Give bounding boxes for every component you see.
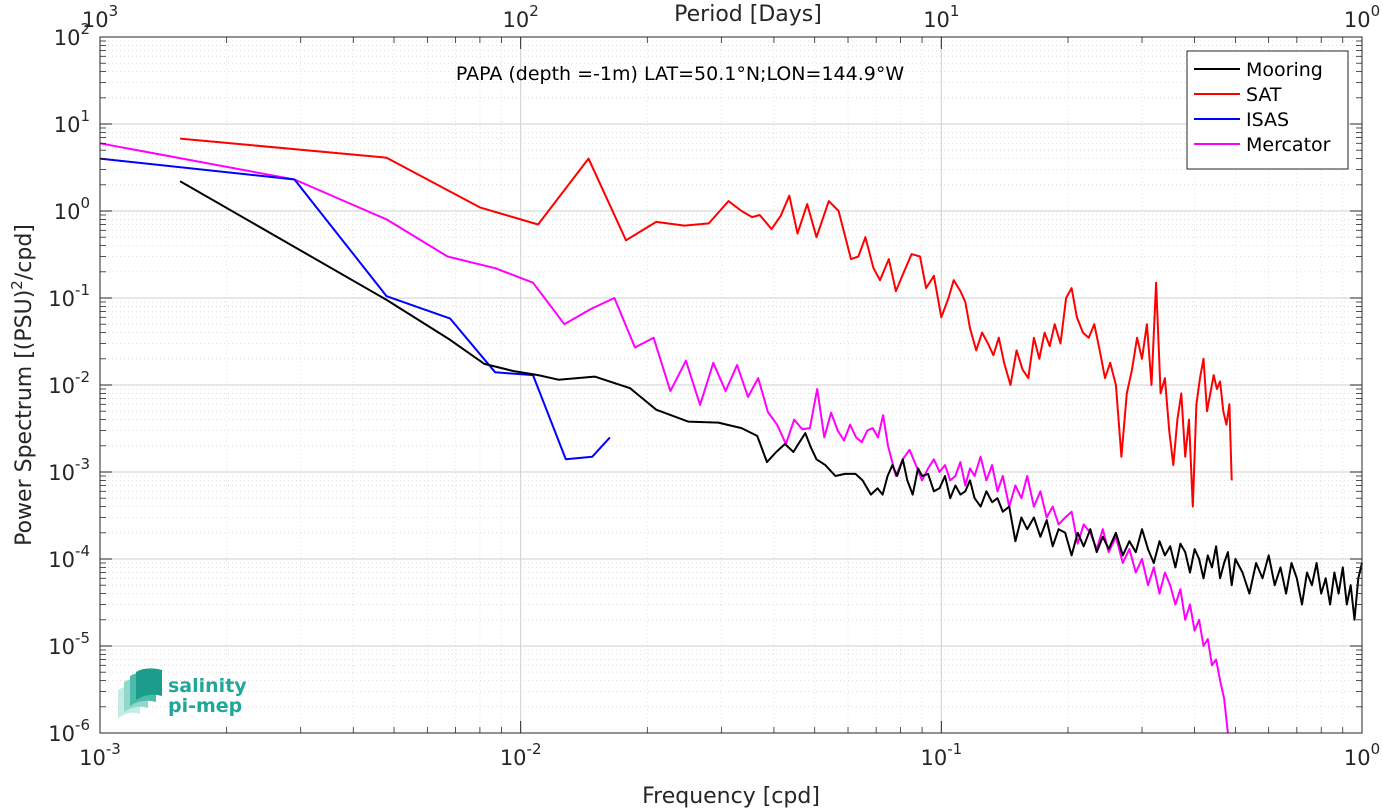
y-tick-exp: -5 [75, 629, 90, 647]
y-axis-label-tail: /cpd] [12, 224, 37, 280]
x-tick-labels: 10-3 10-2 10-1 100 [79, 740, 1380, 770]
x-tick-exp: -1 [947, 740, 962, 758]
y-tick-exp: 0 [80, 194, 90, 212]
series-lines [99, 137, 1363, 734]
salinity-pi-mep-logo: salinity pi-mep [118, 668, 247, 718]
wave-logo-icon [118, 668, 162, 718]
top-tick-exp: 2 [529, 2, 539, 20]
chart-annotation: PAPA (depth =-1m) LAT=50.1°N;LON=144.9°W [456, 63, 904, 85]
top-tick-base: 10 [503, 8, 530, 32]
top-tick-label: 102 [503, 2, 539, 32]
top-tick-label: 100 [1344, 2, 1380, 32]
y-tick-label: 101 [54, 107, 90, 137]
y-tick-label: 10-4 [48, 542, 90, 572]
legend-label-isas: ISAS [1246, 109, 1289, 131]
y-tick-label: 10-3 [48, 455, 90, 485]
top-tick-base: 10 [923, 8, 950, 32]
top-tick-label: 101 [923, 2, 959, 32]
x-tick-label: 100 [1344, 740, 1380, 770]
y-tick-exp: -3 [75, 455, 90, 473]
y-tick-exp: -6 [75, 716, 90, 734]
legend-label-mercator: Mercator [1246, 134, 1331, 156]
x-tick-exp: -2 [527, 740, 542, 758]
top-axis-label: Period [Days] [674, 2, 822, 27]
y-tick-label: 100 [54, 194, 90, 224]
x-tick-label: 10-1 [920, 740, 962, 770]
y-tick-label: 10-2 [48, 368, 90, 398]
y-tick-label: 10-5 [48, 629, 90, 659]
x-tick-base: 10 [500, 746, 527, 770]
y-tick-base: 10 [54, 200, 81, 224]
y-axis-label-main: Power Spectrum [(PSU) [12, 290, 37, 546]
x-tick-exp: -3 [106, 740, 121, 758]
y-axis-label: Power Spectrum [(PSU)2/cpd] [8, 224, 37, 546]
top-tick-base: 10 [82, 8, 109, 32]
y-tick-label: 10-6 [48, 716, 90, 746]
x-tick-base: 10 [920, 746, 947, 770]
tick-marks [99, 36, 1363, 734]
y-tick-base: 10 [54, 113, 81, 137]
legend-box [1186, 50, 1349, 170]
y-tick-base: 10 [54, 26, 81, 50]
x-tick-exp: 0 [1371, 740, 1381, 758]
y-tick-exp: 2 [80, 20, 90, 38]
top-tick-exp: 3 [109, 2, 119, 20]
y-tick-base: 10 [48, 722, 75, 746]
series-line-mercator [99, 142, 1229, 734]
x-tick-base: 10 [79, 746, 106, 770]
series-line-sat [180, 137, 1233, 508]
x-tick-label: 10-3 [79, 740, 121, 770]
series-line-mooring [179, 180, 1363, 621]
y-tick-label: 102 [54, 20, 90, 50]
legend-items: Mooring SAT ISAS Mercator [1194, 59, 1331, 156]
y-tick-exp: -4 [75, 542, 90, 560]
top-tick-exp: 0 [1371, 2, 1381, 20]
y-tick-exp: -1 [75, 281, 90, 299]
legend: Mooring SAT ISAS Mercator [1186, 50, 1349, 170]
y-axis-label-sup: 2 [8, 280, 26, 290]
x-tick-label: 10-2 [500, 740, 542, 770]
top-tick-label: 103 [82, 2, 118, 32]
x-tick-base: 10 [1344, 746, 1371, 770]
y-tick-label: 10-1 [48, 281, 90, 311]
top-tick-base: 10 [1344, 8, 1371, 32]
top-tick-exp: 1 [950, 2, 960, 20]
series-line-isas [99, 157, 611, 461]
logo-text-line1: salinity [168, 675, 247, 697]
logo-text-line2: pi-mep [168, 695, 242, 717]
y-tick-base: 10 [48, 548, 75, 572]
legend-label-mooring: Mooring [1246, 59, 1323, 81]
y-tick-base: 10 [48, 635, 75, 659]
legend-label-sat: SAT [1246, 84, 1282, 106]
y-tick-base: 10 [48, 287, 75, 311]
y-tick-base: 10 [48, 374, 75, 398]
y-tick-exp: 1 [80, 107, 90, 125]
top-tick-labels: 103 102 101 100 [82, 2, 1380, 32]
x-axis-label: Frequency [cpd] [642, 784, 820, 809]
y-tick-exp: -2 [75, 368, 90, 386]
y-tick-base: 10 [48, 461, 75, 485]
